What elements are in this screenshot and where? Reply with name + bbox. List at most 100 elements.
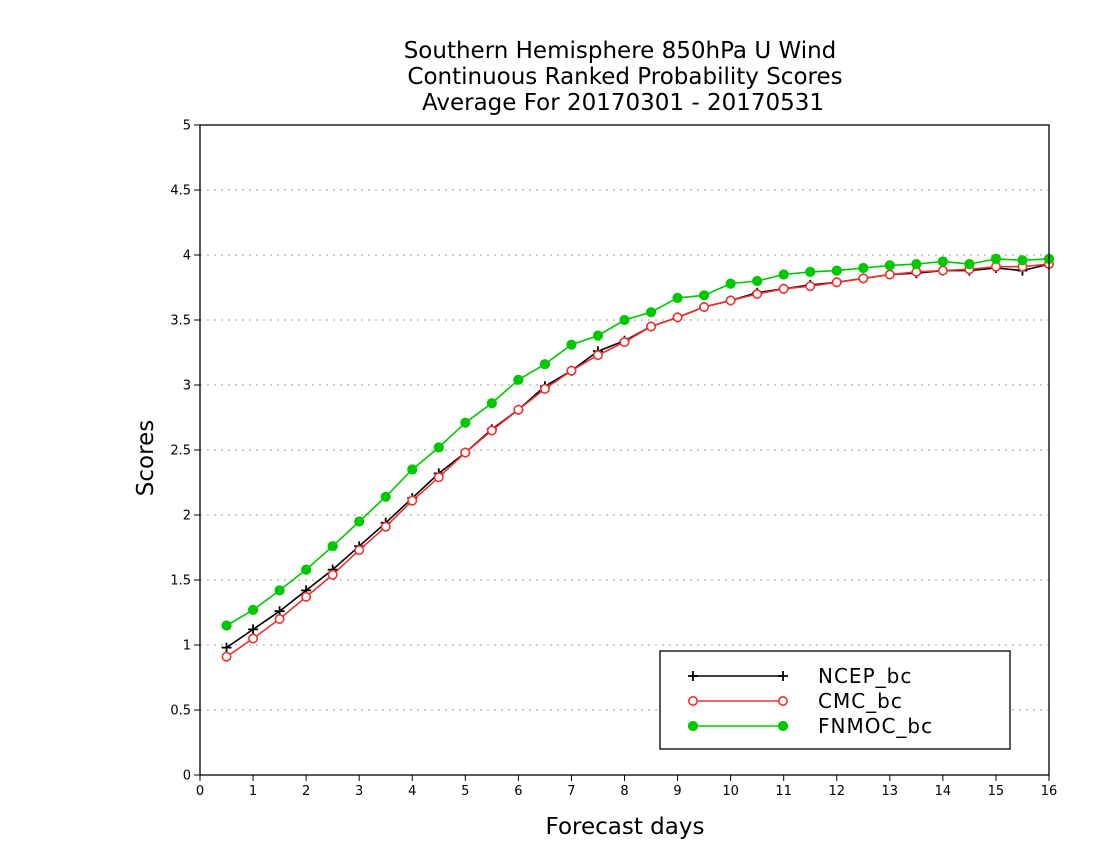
data-point-CMC_bc-16 bbox=[646, 321, 657, 332]
data-point-CMC_bc-13 bbox=[566, 365, 577, 376]
data-point-FNMOC_bc-26 bbox=[911, 259, 922, 270]
legend-marker-right-CMC_bc bbox=[777, 695, 788, 706]
data-point-CMC_bc-22 bbox=[805, 281, 816, 292]
data-point-FNMOC_bc-28 bbox=[964, 259, 975, 270]
data-point-FNMOC_bc-12 bbox=[539, 359, 551, 370]
series-NCEP_bc bbox=[221, 259, 1054, 653]
x-tick-label-9: 9 bbox=[673, 784, 681, 799]
data-point-FNMOC_bc-4 bbox=[327, 541, 338, 552]
data-point-FNMOC_bc-23 bbox=[831, 265, 842, 276]
data-point-FNMOC_bc-18 bbox=[698, 290, 710, 301]
data-point-FNMOC_bc-22 bbox=[805, 266, 816, 277]
data-point-FNMOC_bc-3 bbox=[301, 564, 312, 575]
data-point-FNMOC_bc-16 bbox=[645, 307, 657, 318]
series-FNMOC_bc bbox=[221, 253, 1055, 631]
legend-entry-NCEP_bc: NCEP_bc bbox=[688, 664, 911, 688]
data-point-CMC_bc-14 bbox=[592, 350, 603, 361]
x-tick-label-2: 2 bbox=[302, 784, 310, 799]
y-axis-ticks: 0 0.5 1 1.5 2 2.5 3 3.5 4 4.5 5 bbox=[170, 119, 200, 784]
x-axis-ticks: 0 1 2 3 4 5 6 7 8 9 10 11 12 13 14 15 16 bbox=[196, 775, 1057, 799]
data-point-FNMOC_bc-29 bbox=[990, 253, 1002, 264]
y-tick-label-3: 1.5 bbox=[170, 574, 191, 589]
y-axis-label: Scores bbox=[133, 420, 159, 496]
data-point-FNMOC_bc-27 bbox=[937, 256, 948, 267]
y-tick-label-1: 0.5 bbox=[170, 704, 191, 719]
plot-frame bbox=[199, 124, 1050, 776]
y-tick-label-2: 1 bbox=[183, 639, 191, 654]
data-point-CMC_bc-3 bbox=[301, 591, 312, 602]
legend-entry-FNMOC_bc: FNMOC_bc bbox=[687, 714, 933, 738]
data-point-NCEP_bc-0 bbox=[221, 642, 232, 653]
title-line-3: Average For 20170301 - 20170531 bbox=[422, 90, 824, 116]
gridlines bbox=[200, 124, 1049, 711]
title-line-1: Southern Hemisphere 850hPa U Wind bbox=[404, 38, 837, 64]
x-tick-label-5: 5 bbox=[461, 784, 469, 799]
x-axis-label: Forecast days bbox=[546, 814, 705, 840]
x-tick-label-13: 13 bbox=[882, 784, 899, 799]
data-point-FNMOC_bc-11 bbox=[513, 374, 524, 385]
data-point-CMC_bc-21 bbox=[778, 283, 789, 294]
data-point-FNMOC_bc-9 bbox=[460, 417, 471, 428]
legend-label-FNMOC_bc: FNMOC_bc bbox=[818, 714, 933, 738]
data-point-CMC_bc-8 bbox=[433, 472, 444, 483]
x-tick-label-6: 6 bbox=[514, 784, 522, 799]
x-tick-label-12: 12 bbox=[828, 784, 845, 799]
data-point-NCEP_bc-1 bbox=[248, 624, 259, 635]
data-point-CMC_bc-17 bbox=[672, 312, 683, 323]
legend-entry-CMC_bc: CMC_bc bbox=[687, 689, 903, 713]
x-tick-label-15: 15 bbox=[988, 784, 1005, 799]
data-point-CMC_bc-7 bbox=[407, 495, 418, 506]
legend-box bbox=[659, 650, 1011, 750]
legend-marker-right-FNMOC_bc bbox=[777, 720, 789, 732]
legend-marker-left-FNMOC_bc bbox=[687, 720, 699, 732]
data-point-CMC_bc-6 bbox=[380, 521, 391, 532]
x-tick-label-4: 4 bbox=[408, 784, 416, 799]
series-CMC_bc bbox=[221, 259, 1055, 662]
x-tick-label-1: 1 bbox=[249, 784, 257, 799]
y-tick-label-10: 5 bbox=[183, 119, 191, 134]
series-line-FNMOC_bc bbox=[226, 258, 1050, 627]
legend-marker-right-NCEP_bc bbox=[778, 671, 788, 681]
x-tick-label-14: 14 bbox=[935, 784, 952, 799]
data-point-FNMOC_bc-0 bbox=[221, 620, 232, 631]
data-point-CMC_bc-18 bbox=[699, 301, 710, 312]
legend-marker-left-CMC_bc bbox=[687, 695, 698, 706]
data-point-CMC_bc-23 bbox=[831, 277, 842, 288]
y-tick-label-5: 2.5 bbox=[170, 444, 191, 459]
legend-marker-left-NCEP_bc bbox=[688, 671, 698, 681]
data-point-CMC_bc-2 bbox=[274, 613, 285, 624]
y-tick-label-7: 3.5 bbox=[170, 314, 191, 329]
y-tick-label-9: 4.5 bbox=[170, 184, 191, 199]
data-point-CMC_bc-11 bbox=[513, 404, 524, 415]
data-point-FNMOC_bc-7 bbox=[407, 464, 418, 475]
x-tick-label-8: 8 bbox=[620, 784, 628, 799]
y-tick-label-4: 2 bbox=[183, 509, 191, 524]
data-point-CMC_bc-9 bbox=[460, 447, 471, 458]
data-point-CMC_bc-24 bbox=[858, 273, 869, 284]
series-lines bbox=[221, 253, 1055, 662]
data-point-FNMOC_bc-15 bbox=[619, 314, 630, 326]
data-point-FNMOC_bc-19 bbox=[725, 278, 736, 289]
data-point-CMC_bc-5 bbox=[354, 545, 365, 556]
x-tick-label-11: 11 bbox=[775, 784, 792, 799]
data-point-FNMOC_bc-21 bbox=[778, 269, 789, 280]
x-tick-label-7: 7 bbox=[567, 784, 575, 799]
legend-label-CMC_bc: CMC_bc bbox=[818, 689, 903, 713]
chart-title: Southern Hemisphere 850hPa U Wind Contin… bbox=[404, 38, 843, 116]
data-point-FNMOC_bc-6 bbox=[380, 491, 391, 502]
data-point-CMC_bc-20 bbox=[752, 288, 763, 299]
x-tick-label-0: 0 bbox=[196, 784, 204, 799]
data-point-FNMOC_bc-2 bbox=[274, 585, 285, 596]
y-tick-label-6: 3 bbox=[183, 379, 191, 394]
x-tick-label-10: 10 bbox=[722, 784, 739, 799]
data-point-CMC_bc-25 bbox=[884, 269, 895, 280]
data-point-FNMOC_bc-13 bbox=[566, 339, 577, 350]
data-point-CMC_bc-0 bbox=[221, 651, 232, 662]
y-tick-label-0: 0 bbox=[183, 769, 191, 784]
data-point-CMC_bc-1 bbox=[248, 633, 259, 644]
title-line-2: Continuous Ranked Probability Scores bbox=[407, 64, 842, 90]
data-point-CMC_bc-27 bbox=[937, 265, 948, 276]
